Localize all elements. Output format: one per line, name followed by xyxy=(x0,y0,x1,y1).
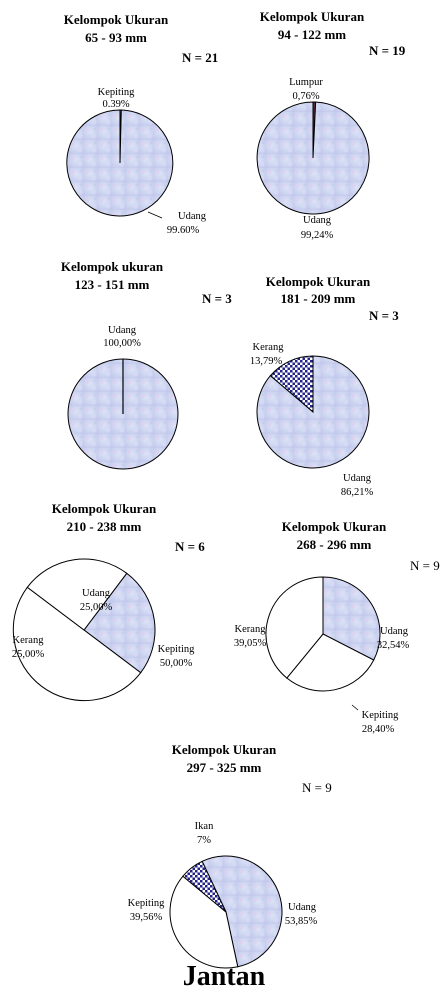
pie-4-n-label: N = 3 xyxy=(369,308,399,323)
pie-4-pct-udang: 86,21% xyxy=(341,487,374,498)
pie-6-leader-kepiting xyxy=(351,704,359,711)
pie-6-label-kerang: Kerang xyxy=(235,624,267,635)
pie-7-slice-kepiting xyxy=(169,875,239,969)
pie-3 xyxy=(67,358,179,470)
pie-3-pct-udang: 100,00% xyxy=(103,338,141,349)
pie-5-slice-udang xyxy=(83,572,156,674)
pie-7-pct-ikan: 7% xyxy=(197,835,211,846)
pie-5-pct-kerang: 25,00% xyxy=(12,649,45,660)
pie-6 xyxy=(265,576,381,692)
pie-5-slice-kepiting xyxy=(12,586,142,702)
pie-5-n-label: N = 6 xyxy=(175,539,205,554)
pie-1-title-line-2: 65 - 93 mm xyxy=(85,30,147,45)
pie-1-pct-udang: 99.60% xyxy=(167,225,200,236)
pie-6-n-label: N = 9 xyxy=(410,558,440,573)
pie-6-slice-kerang xyxy=(265,576,324,679)
pie-4-title-line-2: 181 - 209 mm xyxy=(281,291,356,306)
pie-2-label-lumpur: Lumpur xyxy=(289,77,323,88)
pie-2-title-line-1: Kelompok Ukuran xyxy=(260,9,365,24)
pie-3-label-udang: Udang xyxy=(108,325,137,336)
pie-2 xyxy=(256,101,370,215)
pie-2-n-label: N = 19 xyxy=(369,43,406,58)
pie-5-title-line-2: 210 - 238 mm xyxy=(67,519,142,534)
pie-5-slice-kerang xyxy=(26,558,128,631)
pie-5-label-kepiting: Kepiting xyxy=(158,644,195,655)
figure-footer-label: Jantan xyxy=(183,961,266,992)
pie-4 xyxy=(256,355,370,469)
pie-3-title-line-1: Kelompok ukuran xyxy=(61,259,164,274)
pie-5-title-line-1: Kelompok Ukuran xyxy=(52,501,157,516)
pie-5-label-udang: Udang xyxy=(82,588,111,599)
pie-1-label-udang: Udang xyxy=(178,211,207,222)
pie-2-title-line-2: 94 - 122 mm xyxy=(278,27,346,42)
pie-7 xyxy=(169,855,283,969)
pie-7-label-ikan: Ikan xyxy=(195,821,214,832)
pie-1-n-label: N = 21 xyxy=(182,50,218,65)
pie-4-slice-udang xyxy=(256,355,370,469)
pie-2-label-udang: Udang xyxy=(303,215,332,226)
pie-4-label-kerang: Kerang xyxy=(253,342,285,353)
pie-6-pct-kepiting: 28,40% xyxy=(362,724,395,735)
pie-6-title-line-1: Kelompok Ukuran xyxy=(282,519,387,534)
pie-7-pct-udang: 53,85% xyxy=(285,916,318,927)
pie-1 xyxy=(66,109,174,217)
pie-2-pct-lumpur: 0,76% xyxy=(292,91,319,102)
pie-2-pct-udang: 99,24% xyxy=(301,230,334,241)
pie-2-slice-udang xyxy=(256,101,370,215)
pie-6-slice-udang xyxy=(322,576,381,661)
pie-7-slice-udang xyxy=(201,855,283,968)
pie-7-title-line-1: Kelompok Ukuran xyxy=(172,742,277,757)
pie-7-pct-kepiting: 39,56% xyxy=(130,912,163,923)
pie-5 xyxy=(12,558,156,702)
pie-6-pct-udang: 32,54% xyxy=(377,640,410,651)
pie-1-slice-udang xyxy=(66,109,174,217)
pie-6-slice-kepiting xyxy=(286,633,375,692)
pie-1-leader-udang xyxy=(147,211,163,219)
pie-6-pct-kerang: 39,05% xyxy=(234,638,267,649)
pie-7-label-udang: Udang xyxy=(288,902,317,913)
pie-3-n-label: N = 3 xyxy=(202,291,232,306)
pie-7-label-kepiting: Kepiting xyxy=(128,898,165,909)
pie-5-pct-udang: 25,00% xyxy=(80,602,113,613)
pie-7-title-line-2: 297 - 325 mm xyxy=(187,760,262,775)
pie-5-label-kerang: Kerang xyxy=(13,635,45,646)
pie-4-title-line-1: Kelompok Ukuran xyxy=(266,274,371,289)
pie-1-title-line-1: Kelompok Ukuran xyxy=(64,12,169,27)
pie-5-pct-kepiting: 50,00% xyxy=(160,658,193,669)
pie-4-pct-kerang: 13,79% xyxy=(250,356,283,367)
pie-4-label-udang: Udang xyxy=(343,473,372,484)
pie-6-label-udang: Udang xyxy=(380,626,409,637)
pie-3-title-line-2: 123 - 151 mm xyxy=(75,277,150,292)
pie-6-label-kepiting: Kepiting xyxy=(362,710,399,721)
pie-1-label-kepiting: Kepiting xyxy=(98,87,135,98)
pie-7-slice-ikan xyxy=(182,860,227,913)
pie-7-n-label: N = 9 xyxy=(302,780,332,795)
pie-1-pct-kepiting: 0.39% xyxy=(102,99,129,110)
pie-6-title-line-2: 268 - 296 mm xyxy=(297,537,372,552)
